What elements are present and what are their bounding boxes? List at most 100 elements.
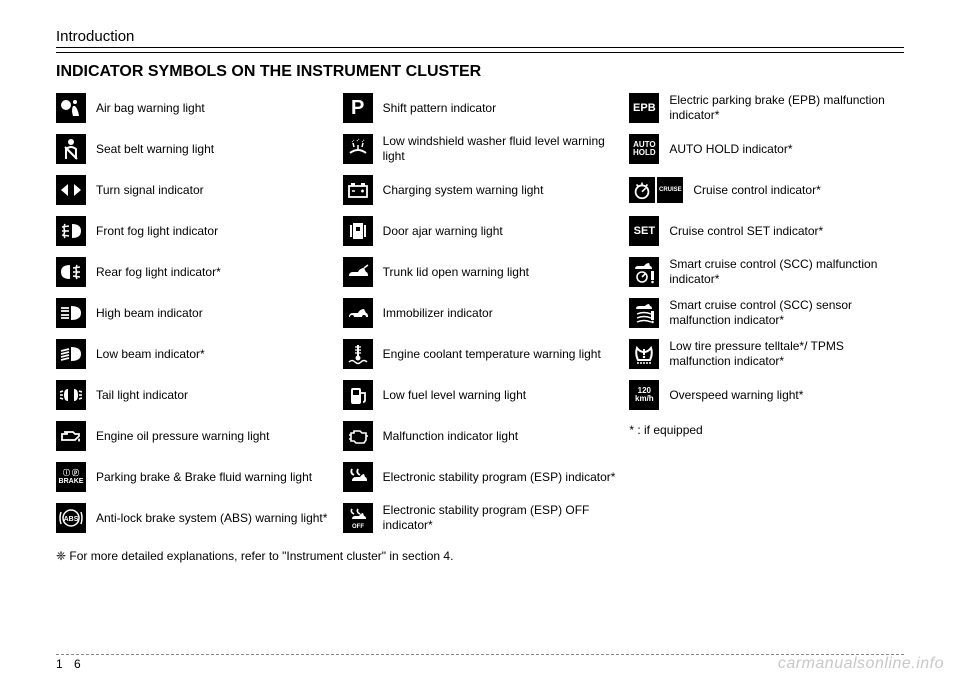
item-label: Air bag warning light (96, 101, 205, 116)
auto-hold-icon: AUTO HOLD (629, 134, 659, 164)
rear-fog-icon (56, 257, 86, 287)
epb-icon: EPB (629, 93, 659, 123)
item-label: Rear fog light indicator* (96, 265, 221, 280)
list-item: Seat belt warning light (56, 130, 331, 168)
list-item: AUTO HOLD AUTO HOLD indicator* (629, 130, 904, 168)
door-ajar-icon (343, 216, 373, 246)
list-item: Smart cruise control (SCC) sensor malfun… (629, 294, 904, 332)
scc-sensor-icon (629, 298, 659, 328)
list-item: Front fog light indicator (56, 212, 331, 250)
item-label: Cruise control SET indicator* (669, 224, 823, 239)
list-item: Low windshield washer fluid level warnin… (343, 130, 618, 168)
list-item: Air bag warning light (56, 89, 331, 127)
item-label: Cruise control indicator* (693, 183, 820, 198)
list-item: Electronic stability program (ESP) indic… (343, 458, 618, 496)
list-item: OFF Electronic stability program (ESP) O… (343, 499, 618, 537)
item-label: Overspeed warning light* (669, 388, 803, 403)
item-label: Shift pattern indicator (383, 101, 496, 116)
item-label: Door ajar warning light (383, 224, 503, 239)
footnote: ❈ For more detailed explanations, refer … (56, 549, 904, 563)
section-header: Introduction (56, 28, 904, 48)
list-item: Trunk lid open warning light (343, 253, 618, 291)
item-label: Trunk lid open warning light (383, 265, 529, 280)
item-label: Anti-lock brake system (ABS) warning lig… (96, 511, 327, 526)
item-label: Electric parking brake (EPB) malfunction… (669, 93, 904, 123)
watermark: carmanualsonline.info (778, 655, 944, 673)
item-label: Malfunction indicator light (383, 429, 518, 444)
item-label: High beam indicator (96, 306, 203, 321)
fuel-icon (343, 380, 373, 410)
column-2: P Shift pattern indicator Low windshield… (343, 89, 618, 537)
list-item: Malfunction indicator light (343, 417, 618, 455)
list-item: CRUISE Cruise control indicator* (629, 171, 904, 209)
item-label: Low tire pressure telltale*/ TPMS malfun… (669, 339, 904, 369)
item-label: Engine oil pressure warning light (96, 429, 269, 444)
page-footer: 1 6 (56, 654, 904, 671)
high-beam-icon (56, 298, 86, 328)
svg-text:ABS: ABS (64, 516, 79, 523)
item-label: Charging system warning light (383, 183, 544, 198)
item-label: Smart cruise control (SCC) sensor malfun… (669, 298, 904, 328)
item-label: Engine coolant temperature warning light (383, 347, 601, 362)
list-item: ABS Anti-lock brake system (ABS) warning… (56, 499, 331, 537)
esp-icon (343, 462, 373, 492)
shift-pattern-icon: P (343, 93, 373, 123)
battery-icon (343, 175, 373, 205)
airbag-icon (56, 93, 86, 123)
tpms-icon (629, 339, 659, 369)
turn-signal-icon (56, 175, 86, 205)
item-label: Electronic stability program (ESP) indic… (383, 470, 616, 485)
page-title: INDICATOR SYMBOLS ON THE INSTRUMENT CLUS… (56, 63, 904, 81)
list-item: EPB Electric parking brake (EPB) malfunc… (629, 89, 904, 127)
item-label: Low windshield washer fluid level warnin… (383, 134, 618, 164)
overspeed-icon: 120 km/h (629, 380, 659, 410)
equipped-note: * : if equipped (629, 423, 904, 437)
list-item: Smart cruise control (SCC) malfunction i… (629, 253, 904, 291)
item-label: Low beam indicator* (96, 347, 205, 362)
mil-icon (343, 421, 373, 451)
list-item: Low fuel level warning light (343, 376, 618, 414)
item-label: Low fuel level warning light (383, 388, 526, 403)
esp-off-icon: OFF (343, 503, 373, 533)
abs-icon: ABS (56, 503, 86, 533)
list-item: Turn signal indicator (56, 171, 331, 209)
symbol-columns: Air bag warning light Seat belt warning … (56, 89, 904, 537)
list-item: Low tire pressure telltale*/ TPMS malfun… (629, 335, 904, 373)
list-item: Tail light indicator (56, 376, 331, 414)
list-item: Low beam indicator* (56, 335, 331, 373)
list-item: Engine coolant temperature warning light (343, 335, 618, 373)
cruise-indicator-icon: CRUISE (629, 177, 683, 203)
divider (56, 52, 904, 53)
list-item: High beam indicator (56, 294, 331, 332)
item-label: Front fog light indicator (96, 224, 218, 239)
list-item: Charging system warning light (343, 171, 618, 209)
svg-text:OFF: OFF (352, 524, 364, 530)
item-label: Smart cruise control (SCC) malfunction i… (669, 257, 904, 287)
item-label: Electronic stability program (ESP) OFF i… (383, 503, 618, 533)
list-item: P Shift pattern indicator (343, 89, 618, 127)
scc-malfunction-icon (629, 257, 659, 287)
list-item: Door ajar warning light (343, 212, 618, 250)
list-item: 120 km/h Overspeed warning light* (629, 376, 904, 414)
oil-pressure-icon (56, 421, 86, 451)
item-label: Seat belt warning light (96, 142, 214, 157)
front-fog-icon (56, 216, 86, 246)
list-item: ⓘ ⓟ BRAKE Parking brake & Brake fluid wa… (56, 458, 331, 496)
coolant-temp-icon (343, 339, 373, 369)
column-3: EPB Electric parking brake (EPB) malfunc… (629, 89, 904, 537)
list-item: Engine oil pressure warning light (56, 417, 331, 455)
tail-light-icon (56, 380, 86, 410)
item-label: Turn signal indicator (96, 183, 204, 198)
immobilizer-icon (343, 298, 373, 328)
washer-fluid-icon (343, 134, 373, 164)
low-beam-icon (56, 339, 86, 369)
column-1: Air bag warning light Seat belt warning … (56, 89, 331, 537)
item-label: Tail light indicator (96, 388, 188, 403)
seatbelt-icon (56, 134, 86, 164)
trunk-open-icon (343, 257, 373, 287)
brake-icon: ⓘ ⓟ BRAKE (56, 462, 86, 492)
list-item: SET Cruise control SET indicator* (629, 212, 904, 250)
list-item: Rear fog light indicator* (56, 253, 331, 291)
list-item: Immobilizer indicator (343, 294, 618, 332)
item-label: AUTO HOLD indicator* (669, 142, 792, 157)
